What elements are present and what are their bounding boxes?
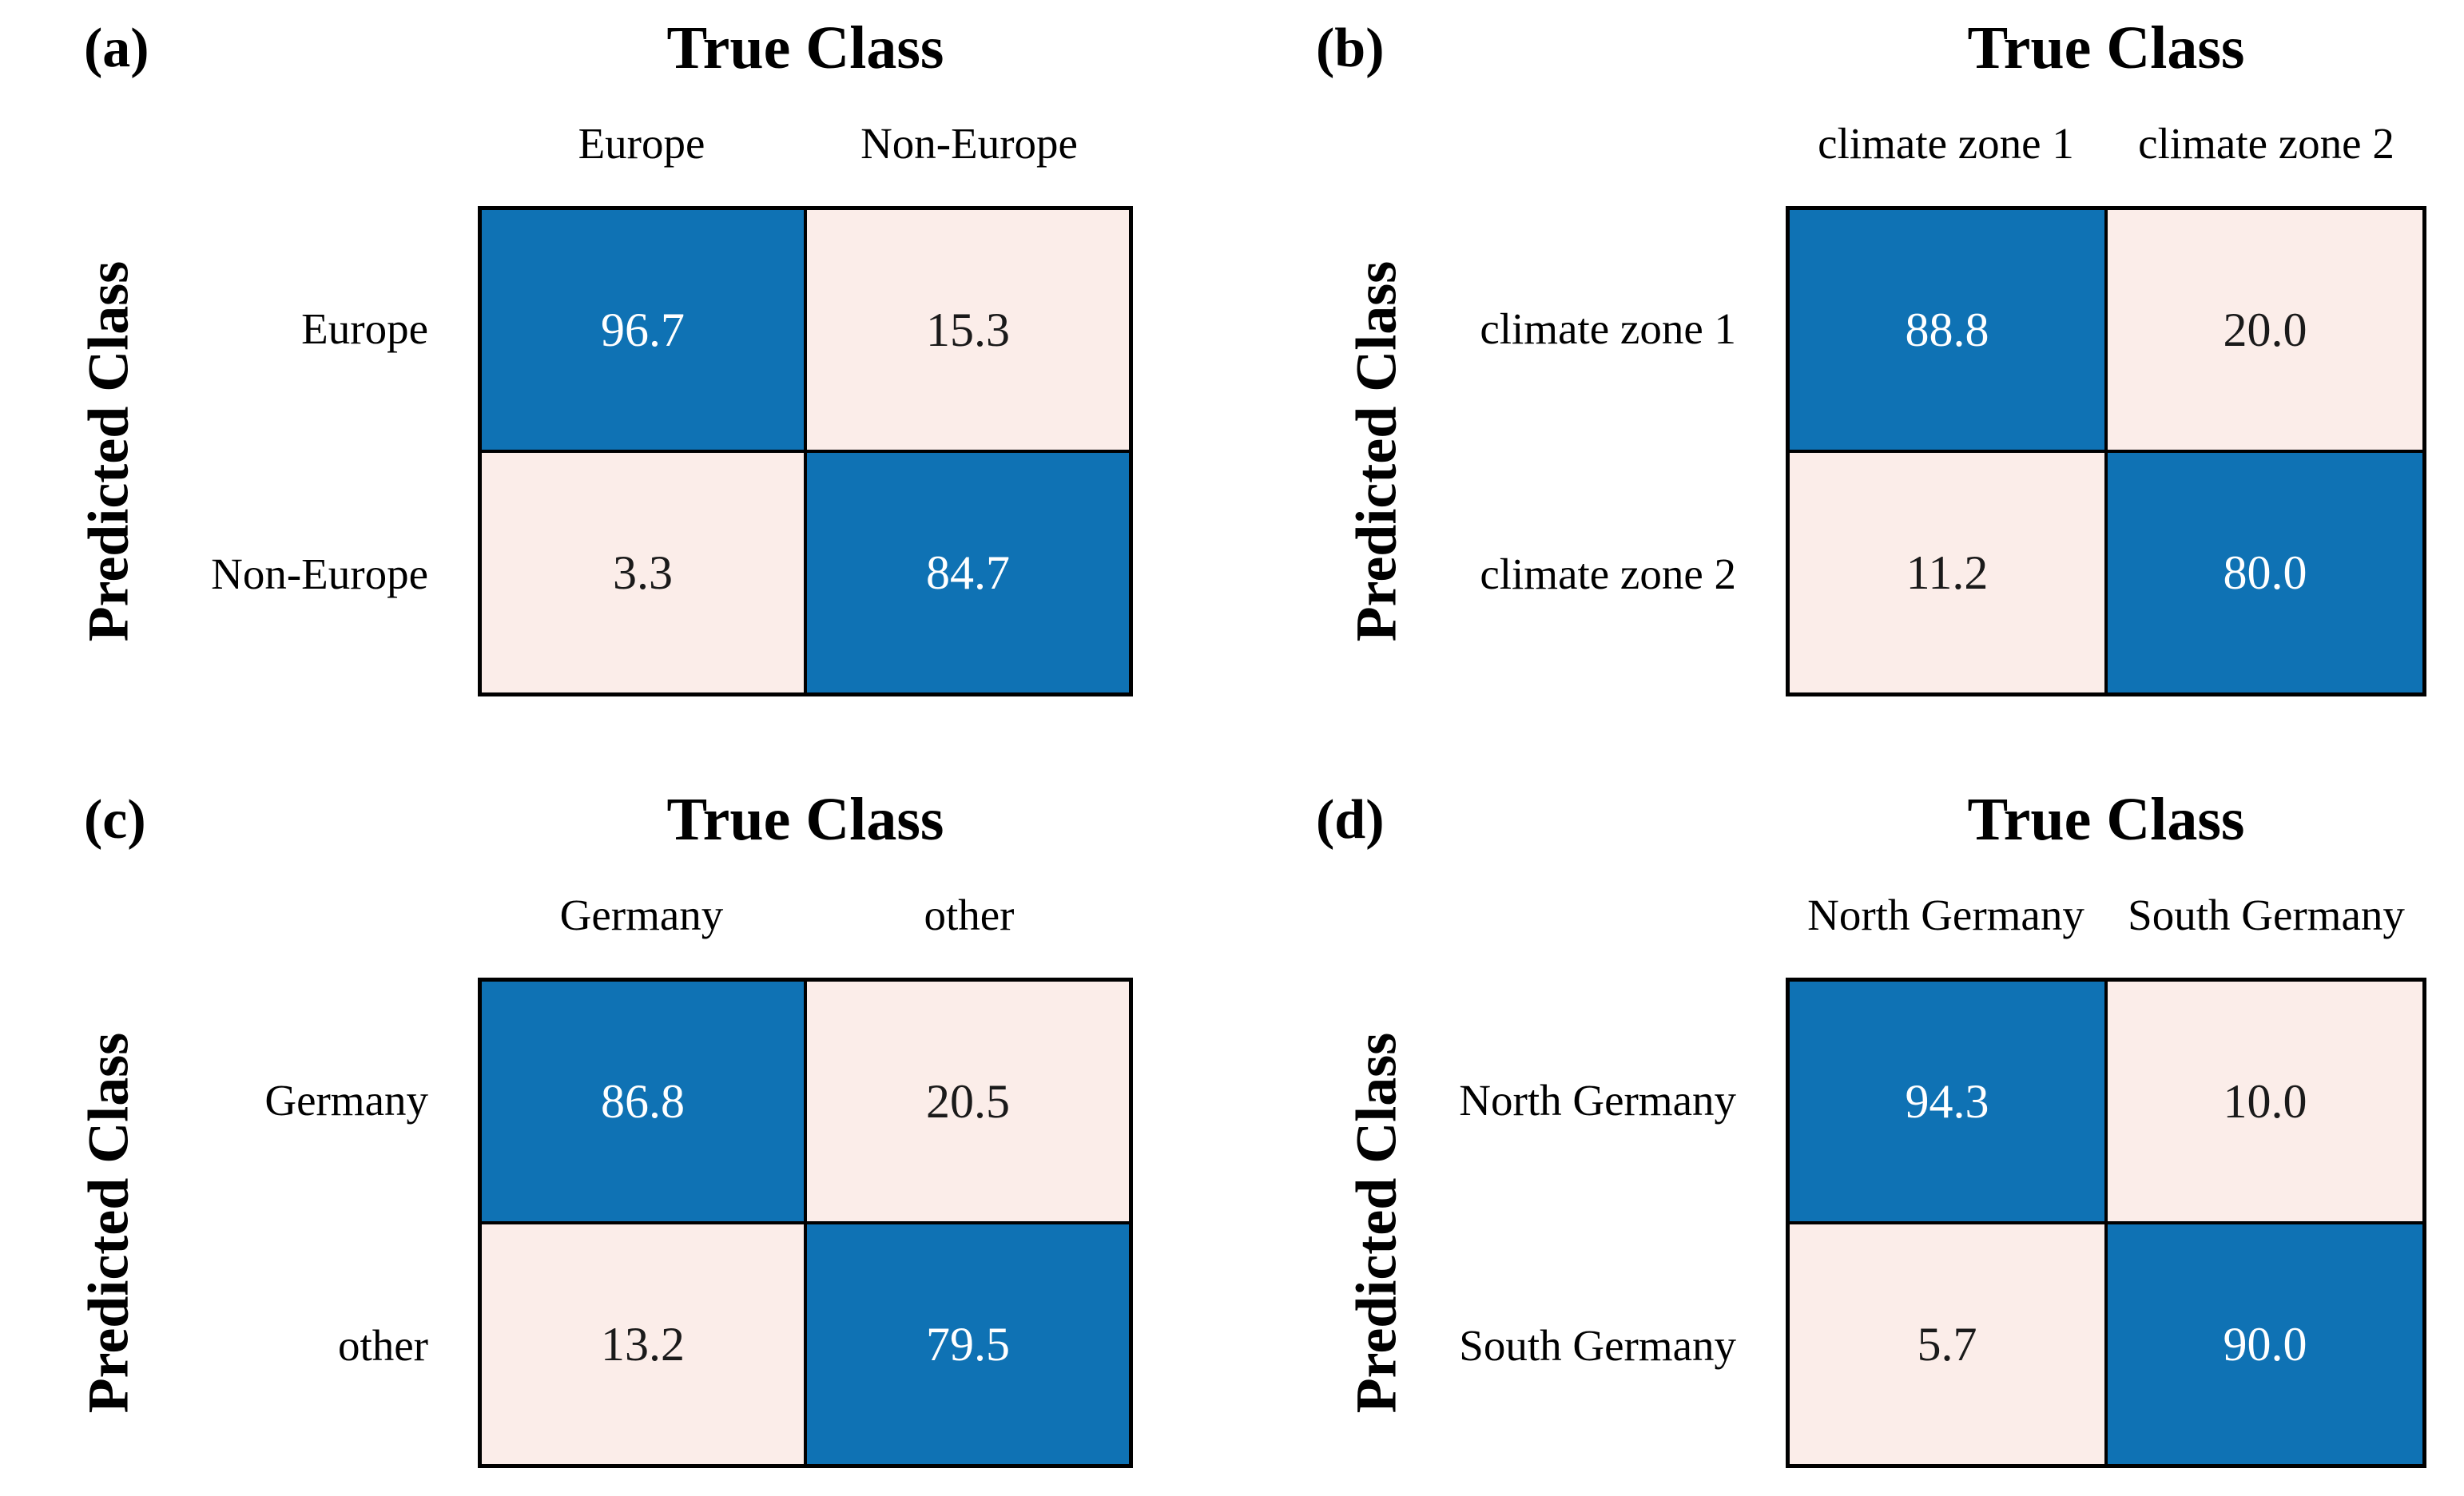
col-header-2: other — [924, 891, 1015, 939]
confusion-matrix: 94.3 10.0 5.7 90.0 — [1786, 978, 2426, 1468]
panel-label-a: (a) — [84, 18, 149, 79]
row-headers: Europe Non-Europe — [0, 206, 428, 696]
matrix-cell-true-negative: 84.7 — [807, 453, 1129, 692]
col-header-1: climate zone 1 — [1818, 119, 2074, 168]
column-headers: climate zone 1 climate zone 2 — [1786, 117, 2426, 172]
matrix-cell-true-negative: 79.5 — [807, 1224, 1129, 1464]
col-header-2: South Germany — [2128, 891, 2405, 939]
panel-label-c: (c) — [84, 789, 146, 851]
matrix-cell-false-negative: 5.7 — [1790, 1224, 2104, 1464]
true-class-axis-title: True Class — [666, 786, 944, 853]
panel-b: (b) True Class climate zone 1 climate zo… — [1232, 0, 2464, 748]
true-class-axis-title: True Class — [666, 14, 944, 81]
column-headers: North Germany South Germany — [1786, 888, 2426, 943]
row-header-2: climate zone 2 — [1480, 550, 1736, 598]
row-header-2: other — [337, 1321, 428, 1370]
matrix-cell-false-negative: 13.2 — [482, 1224, 804, 1464]
row-headers: Germany other — [0, 978, 428, 1468]
panel-c: (c) True Class Germany other Predicted C… — [0, 748, 1232, 1496]
confusion-matrix: 96.7 15.3 3.3 84.7 — [478, 206, 1133, 696]
panel-d: (d) True Class North Germany South Germa… — [1232, 748, 2464, 1496]
matrix-cell-false-positive: 10.0 — [2108, 982, 2422, 1221]
row-headers: North Germany South Germany — [1232, 978, 1736, 1468]
confusion-matrix: 88.8 20.0 11.2 80.0 — [1786, 206, 2426, 696]
confusion-matrix: 86.8 20.5 13.2 79.5 — [478, 978, 1133, 1468]
matrix-cell-true-positive: 86.8 — [482, 982, 804, 1221]
panel-label-b: (b) — [1316, 18, 1385, 79]
matrix-cell-true-negative: 90.0 — [2108, 1224, 2422, 1464]
matrix-cell-true-positive: 94.3 — [1790, 982, 2104, 1221]
true-class-axis-title: True Class — [1967, 14, 2245, 81]
matrix-cell-true-negative: 80.0 — [2108, 453, 2422, 692]
matrix-cell-true-positive: 96.7 — [482, 210, 804, 450]
panel-a: (a) True Class Europe Non-Europe Predict… — [0, 0, 1232, 748]
matrix-cell-false-negative: 3.3 — [482, 453, 804, 692]
row-header-1: climate zone 1 — [1480, 304, 1736, 353]
row-header-1: Germany — [264, 1076, 428, 1125]
col-header-1: Europe — [578, 119, 705, 168]
panel-label-d: (d) — [1316, 789, 1385, 851]
column-headers: Germany other — [478, 888, 1133, 943]
col-header-1: Germany — [559, 891, 724, 939]
row-header-1: Europe — [301, 304, 428, 353]
row-headers: climate zone 1 climate zone 2 — [1232, 206, 1736, 696]
col-header-2: Non-Europe — [860, 119, 1078, 168]
col-header-2: climate zone 2 — [2138, 119, 2394, 168]
matrix-cell-true-positive: 88.8 — [1790, 210, 2104, 450]
matrix-cell-false-positive: 15.3 — [807, 210, 1129, 450]
true-class-axis-title: True Class — [1967, 786, 2245, 853]
col-header-1: North Germany — [1807, 891, 2084, 939]
row-header-2: South Germany — [1459, 1321, 1736, 1370]
column-headers: Europe Non-Europe — [478, 117, 1133, 172]
matrix-cell-false-positive: 20.5 — [807, 982, 1129, 1221]
matrix-cell-false-negative: 11.2 — [1790, 453, 2104, 692]
row-header-1: North Germany — [1459, 1076, 1736, 1125]
matrix-cell-false-positive: 20.0 — [2108, 210, 2422, 450]
row-header-2: Non-Europe — [211, 550, 428, 598]
